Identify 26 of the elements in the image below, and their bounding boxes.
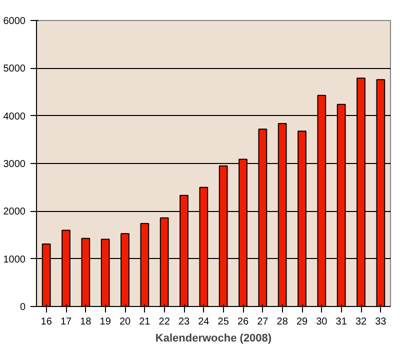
y-tick-label: 1000 <box>3 254 26 266</box>
x-tick-label: 20 <box>119 316 131 328</box>
x-tick-label: 28 <box>276 316 288 328</box>
y-tick-label: 0 <box>20 302 26 313</box>
x-tick-label: 25 <box>218 316 230 328</box>
x-tick-label: 30 <box>316 316 328 328</box>
x-tick-label: 23 <box>178 316 190 328</box>
x-tick-label: 33 <box>375 316 387 328</box>
x-tick-label: 18 <box>80 316 92 328</box>
x-tick-label: 27 <box>257 316 269 328</box>
x-tick-label: 24 <box>198 316 210 328</box>
y-tick-label: 5000 <box>3 64 26 75</box>
x-tick-label: 19 <box>100 316 112 328</box>
x-tick-label: 16 <box>40 316 52 328</box>
y-tick-label: 6000 <box>3 16 26 27</box>
y-tick-label: 4000 <box>3 111 26 122</box>
x-tick-label: 22 <box>158 316 170 328</box>
y-tick-label: 2000 <box>3 206 26 218</box>
x-tick-label: 26 <box>237 316 249 328</box>
y-tick-label: 3000 <box>3 159 26 170</box>
x-tick-label: 32 <box>355 316 367 328</box>
x-tick-label: 29 <box>296 316 308 328</box>
x-tick-label: 31 <box>336 316 348 328</box>
x-axis-title: Kalenderwoche (2008) <box>155 332 272 344</box>
x-tick-label: 21 <box>139 316 151 328</box>
x-tick-label: 17 <box>60 316 72 328</box>
